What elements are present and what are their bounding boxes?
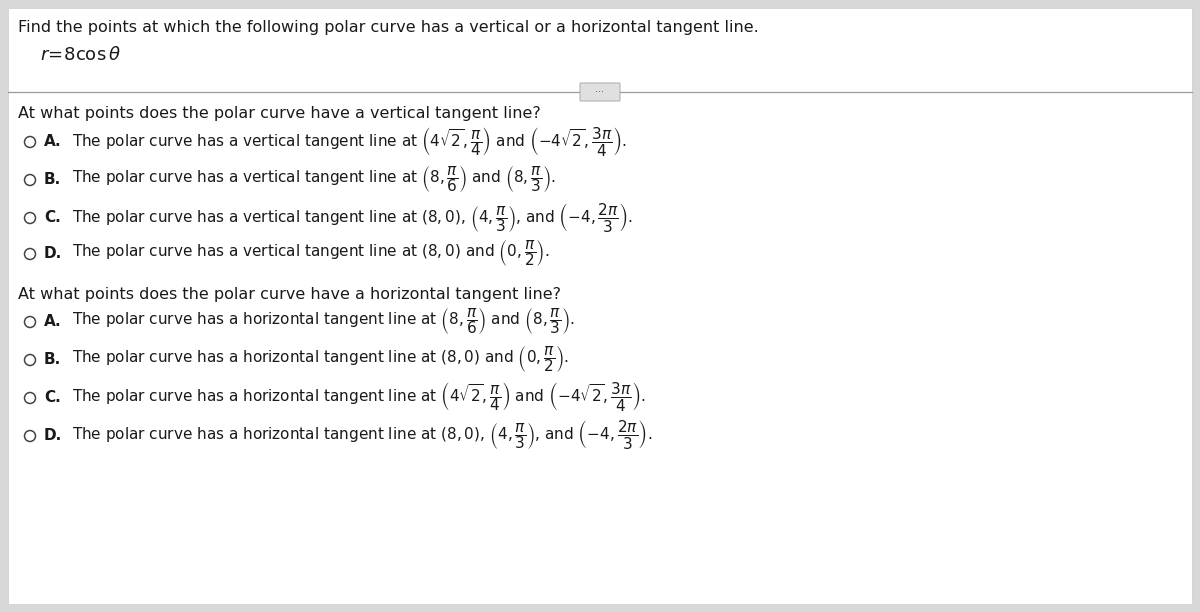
Text: $r\!=\!8\cos\theta$: $r\!=\!8\cos\theta$	[40, 46, 121, 64]
Text: The polar curve has a vertical tangent line at $(8,0)$, $\left(4,\dfrac{\pi}{3}\: The polar curve has a vertical tangent l…	[72, 201, 634, 234]
FancyBboxPatch shape	[8, 8, 1192, 604]
Text: B.: B.	[44, 351, 61, 367]
Text: C.: C.	[44, 209, 61, 225]
Text: D.: D.	[44, 245, 62, 261]
Text: At what points does the polar curve have a vertical tangent line?: At what points does the polar curve have…	[18, 106, 541, 121]
Text: A.: A.	[44, 133, 61, 149]
Text: D.: D.	[44, 428, 62, 442]
Text: C.: C.	[44, 389, 61, 405]
Text: B.: B.	[44, 171, 61, 187]
Text: The polar curve has a vertical tangent line at $\left(8,\dfrac{\pi}{6}\right)$ a: The polar curve has a vertical tangent l…	[72, 164, 556, 194]
Text: The polar curve has a vertical tangent line at $\left(4\sqrt{2},\dfrac{\pi}{4}\r: The polar curve has a vertical tangent l…	[72, 124, 626, 157]
Text: ···: ···	[595, 87, 605, 97]
Text: The polar curve has a horizontal tangent line at $(8,0)$, $\left(4,\dfrac{\pi}{3: The polar curve has a horizontal tangent…	[72, 419, 653, 452]
Text: The polar curve has a vertical tangent line at $(8,0)$ and $\left(0,\dfrac{\pi}{: The polar curve has a vertical tangent l…	[72, 238, 550, 268]
Text: Find the points at which the following polar curve has a vertical or a horizonta: Find the points at which the following p…	[18, 20, 758, 35]
Text: A.: A.	[44, 313, 61, 329]
Text: The polar curve has a horizontal tangent line at $\left(4\sqrt{2},\dfrac{\pi}{4}: The polar curve has a horizontal tangent…	[72, 381, 646, 414]
FancyBboxPatch shape	[580, 83, 620, 101]
Text: The polar curve has a horizontal tangent line at $(8,0)$ and $\left(0,\dfrac{\pi: The polar curve has a horizontal tangent…	[72, 344, 569, 374]
Text: At what points does the polar curve have a horizontal tangent line?: At what points does the polar curve have…	[18, 287, 562, 302]
Text: The polar curve has a horizontal tangent line at $\left(8,\dfrac{\pi}{6}\right)$: The polar curve has a horizontal tangent…	[72, 306, 575, 336]
